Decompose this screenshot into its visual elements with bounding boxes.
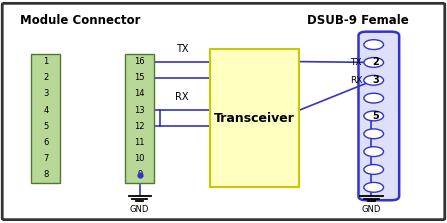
Text: RX: RX [175,92,189,102]
Text: RX: RX [350,76,362,85]
Circle shape [364,182,384,192]
Circle shape [364,165,384,174]
FancyBboxPatch shape [2,3,445,220]
Text: 10: 10 [135,154,145,163]
Text: 4: 4 [43,106,48,115]
Text: 6: 6 [43,138,49,147]
Text: 3: 3 [43,89,49,98]
Text: GND: GND [362,205,381,214]
Circle shape [364,129,384,139]
Text: 3: 3 [372,75,379,85]
Text: Transceiver: Transceiver [215,112,295,125]
Text: 11: 11 [135,138,145,147]
Text: TX: TX [176,44,188,54]
Text: 15: 15 [135,73,145,82]
Bar [125,54,154,183]
Text: 2: 2 [372,58,379,67]
Bar [31,54,60,183]
Text: TX: TX [350,58,362,67]
Text: 5: 5 [372,111,379,121]
Circle shape [364,147,384,157]
Text: 1: 1 [43,57,48,66]
Text: 9: 9 [137,170,142,179]
Circle shape [364,75,384,85]
Text: 16: 16 [135,57,145,66]
Text: 5: 5 [43,122,48,131]
Bar [210,49,299,187]
Circle shape [364,40,384,50]
Text: 8: 8 [43,170,49,179]
Text: 2: 2 [43,73,48,82]
Text: 7: 7 [43,154,49,163]
Text: 13: 13 [135,106,145,115]
Circle shape [364,58,384,67]
Text: 12: 12 [135,122,145,131]
Text: 14: 14 [135,89,145,98]
Text: DSUB-9 Female: DSUB-9 Female [307,14,409,27]
Circle shape [364,111,384,121]
Text: GND: GND [130,205,149,214]
FancyBboxPatch shape [358,32,399,200]
Text: Module Connector: Module Connector [20,14,141,27]
Circle shape [364,93,384,103]
